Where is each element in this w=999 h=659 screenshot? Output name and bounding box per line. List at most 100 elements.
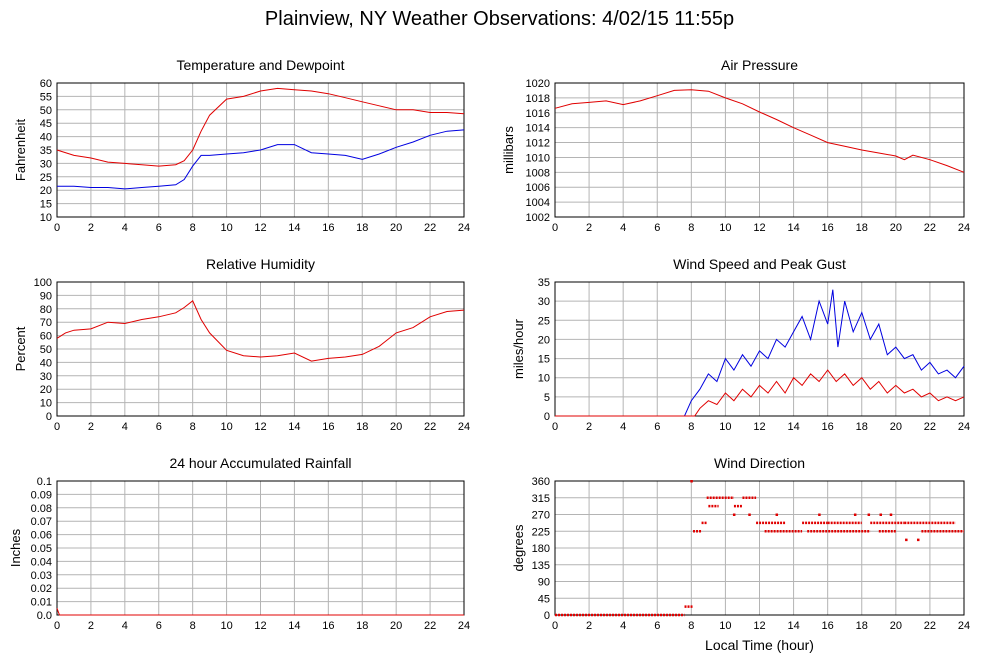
x-tick-label: 0 xyxy=(552,222,558,234)
y-tick-label: 40 xyxy=(40,132,52,144)
chart-humidity: 0 2 4 6 8 10 12 14 16 18 20 22 240102030405060708090… xyxy=(13,256,470,433)
x-tick-label: 24 xyxy=(958,222,970,234)
x-tick-label: 20 xyxy=(390,421,402,433)
y-tick-label: 15 xyxy=(40,199,52,211)
x-tick-label: 12 xyxy=(753,222,765,234)
y-tick-label: 0.07 xyxy=(31,516,52,528)
y-tick-label: 60 xyxy=(40,331,52,343)
x-tick-label: 16 xyxy=(322,222,334,234)
x-tick-label: 6 xyxy=(156,620,162,632)
y-axis-label: Fahrenheit xyxy=(13,119,28,182)
y-tick-label: 35 xyxy=(40,145,52,157)
x-tick-label: 18 xyxy=(356,421,368,433)
x-tick-label: 24 xyxy=(958,421,970,433)
direction-point xyxy=(889,513,893,516)
y-tick-label: 0.06 xyxy=(31,530,52,542)
x-tick-label: 12 xyxy=(753,421,765,433)
x-tick-label: 14 xyxy=(787,421,799,433)
x-tick-label: 22 xyxy=(424,620,436,632)
direction-point xyxy=(818,513,821,516)
x-tick-label: 18 xyxy=(356,620,368,632)
x-tick-label: 10 xyxy=(220,222,232,234)
x-tick-label: 0 xyxy=(552,620,558,632)
chart-title: 24 hour Accumulated Rainfall xyxy=(169,455,351,471)
y-axis-label: Inches xyxy=(8,528,23,567)
x-tick-label: 22 xyxy=(924,620,936,632)
x-tick-label: 10 xyxy=(220,421,232,433)
y-tick-label: 20 xyxy=(40,185,52,197)
x-tick-label: 0 xyxy=(552,421,558,433)
direction-point xyxy=(853,513,857,516)
y-tick-label: 35 xyxy=(538,277,550,289)
x-tick-label: 12 xyxy=(254,421,266,433)
x-tick-label: 4 xyxy=(620,222,626,234)
y-tick-label: 0.09 xyxy=(31,489,52,501)
x-tick-label: 6 xyxy=(156,421,162,433)
x-tick-label: 22 xyxy=(924,222,936,234)
chart-title: Wind Direction xyxy=(714,455,805,471)
y-tick-label: 30 xyxy=(40,371,52,383)
x-tick-label: 14 xyxy=(288,222,300,234)
y-tick-label: 90 xyxy=(538,577,550,589)
y-axis-label: degrees xyxy=(511,524,526,571)
y-tick-label: 45 xyxy=(538,593,550,605)
direction-point xyxy=(775,513,779,516)
x-tick-label: 4 xyxy=(122,222,128,234)
y-tick-label: 1008 xyxy=(526,167,550,179)
x-tick-label: 4 xyxy=(122,421,128,433)
y-tick-label: 0.01 xyxy=(31,597,52,609)
y-tick-label: 50 xyxy=(40,344,52,356)
y-tick-label: 225 xyxy=(532,526,550,538)
x-tick-label: 22 xyxy=(424,222,436,234)
y-tick-label: 50 xyxy=(40,105,52,117)
y-tick-label: 135 xyxy=(532,560,550,572)
chart-title: Air Pressure xyxy=(721,57,798,73)
y-tick-label: 45 xyxy=(40,118,52,130)
x-tick-label: 14 xyxy=(288,421,300,433)
series-line-1 xyxy=(56,300,465,362)
x-tick-label: 4 xyxy=(620,620,626,632)
x-tick-label: 24 xyxy=(958,620,970,632)
x-tick-label: 2 xyxy=(88,421,94,433)
y-tick-label: 315 xyxy=(532,493,550,505)
y-axis-label: millibars xyxy=(501,126,516,174)
y-tick-label: 1018 xyxy=(526,93,550,105)
y-tick-label: 1012 xyxy=(526,138,550,150)
x-tick-label: 10 xyxy=(719,620,731,632)
x-tick-label: 6 xyxy=(156,222,162,234)
direction-point xyxy=(867,513,871,516)
y-tick-label: 0 xyxy=(46,411,52,423)
plot-frame xyxy=(554,82,965,218)
chart-title: Wind Speed and Peak Gust xyxy=(673,256,846,272)
x-tick-label: 18 xyxy=(856,222,868,234)
plot-frame xyxy=(554,480,965,616)
x-tick-label: 18 xyxy=(856,620,868,632)
series-line-1 xyxy=(56,608,464,616)
y-tick-label: 0.0 xyxy=(37,610,52,622)
x-tick-label: 8 xyxy=(190,222,196,234)
chart-title: Temperature and Dewpoint xyxy=(176,57,344,73)
x-tick-label: 2 xyxy=(586,421,592,433)
y-tick-label: 80 xyxy=(40,304,52,316)
y-axis-label: Percent xyxy=(13,326,28,371)
chart-wind: 0 2 4 6 8 10 12 14 16 18 20 22 2405101520253035Wind … xyxy=(511,256,970,433)
y-tick-label: 40 xyxy=(40,357,52,369)
x-tick-label: 20 xyxy=(390,620,402,632)
x-tick-label: 12 xyxy=(254,620,266,632)
x-tick-label: 20 xyxy=(890,421,902,433)
y-tick-label: 10 xyxy=(538,373,550,385)
series-line-2 xyxy=(555,369,965,417)
x-tick-label: 8 xyxy=(688,222,694,234)
chart-rain: 0 2 4 6 8 10 12 14 16 18 20 22 240.00.010.020.030.04… xyxy=(8,455,470,632)
y-tick-label: 60 xyxy=(40,78,52,90)
y-tick-label: 10 xyxy=(40,398,52,410)
y-tick-label: 30 xyxy=(538,296,550,308)
x-tick-label: 14 xyxy=(787,620,799,632)
x-tick-label: 6 xyxy=(654,421,660,433)
y-tick-label: 0.04 xyxy=(31,556,52,568)
y-tick-label: 25 xyxy=(538,315,550,327)
y-tick-label: 15 xyxy=(538,354,550,366)
x-tick-label: 14 xyxy=(288,620,300,632)
x-tick-label: 20 xyxy=(390,222,402,234)
